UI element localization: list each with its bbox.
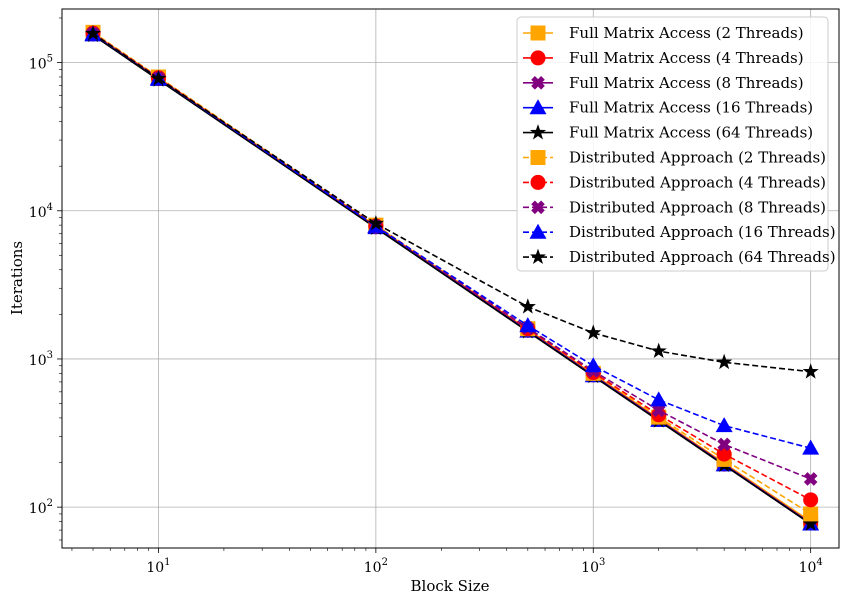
tick-label-exponent: 1 [164, 557, 170, 568]
data-point [802, 363, 819, 379]
tick-label-base: 10 [799, 560, 817, 576]
tick-label-exponent: 2 [382, 557, 388, 568]
data-point [802, 515, 819, 531]
legend-label: Full Matrix Access (8 Threads) [569, 74, 804, 92]
data-series [84, 24, 820, 531]
legend-label: Full Matrix Access (4 Threads) [569, 49, 804, 67]
x-tick-label: 101 [146, 557, 170, 576]
legend-entry: Full Matrix Access (2 Threads) [523, 24, 804, 42]
data-point [519, 298, 536, 314]
legend-marker [530, 50, 546, 66]
legend-marker [531, 76, 545, 90]
tick-label-base: 10 [581, 560, 599, 576]
tick-label-exponent: 4 [47, 202, 53, 213]
series-line [92, 33, 811, 449]
tick-label-exponent: 5 [47, 54, 53, 65]
data-point [650, 342, 667, 358]
y-axis-title: Iterations [8, 241, 26, 315]
legend-entry: Distributed Approach (8 Threads) [523, 198, 826, 216]
tick-label-base: 10 [146, 560, 164, 576]
legend-entry: Distributed Approach (4 Threads) [523, 173, 826, 191]
data-point [803, 506, 819, 522]
data-point [367, 215, 384, 231]
legend-entry: Full Matrix Access (16 Threads) [523, 99, 813, 117]
legend-label: Full Matrix Access (16 Threads) [569, 99, 813, 117]
legend-marker [530, 174, 546, 190]
legend-marker [529, 124, 547, 140]
series-10 [84, 25, 819, 379]
plot-frame [61, 8, 840, 549]
legend-entry: Distributed Approach (2 Threads) [523, 149, 826, 167]
series-line [92, 31, 812, 515]
y-tick-label: 105 [29, 54, 53, 73]
legend-entry: Full Matrix Access (8 Threads) [523, 74, 804, 92]
data-point [651, 403, 666, 418]
legend-label: Distributed Approach (2 Threads) [569, 149, 826, 167]
tick-label-exponent: 3 [47, 350, 53, 361]
data-point [803, 472, 818, 486]
data-point [802, 439, 820, 455]
legend-entry: Distributed Approach (16 Threads) [523, 223, 836, 241]
legend-marker [531, 200, 545, 215]
legend-label: Distributed Approach (8 Threads) [569, 198, 826, 216]
y-tick-label: 104 [29, 202, 53, 221]
data-point [585, 324, 602, 340]
legend-box [516, 16, 829, 272]
legend-entry: Full Matrix Access (64 Threads) [523, 124, 813, 142]
legend-marker [529, 223, 547, 239]
legend-entries: Full Matrix Access (2 Threads) Full Matri… [523, 24, 836, 266]
tick-label-exponent: 4 [816, 557, 822, 568]
data-point [650, 391, 668, 407]
legend-entry: Distributed Approach (64 Threads) [523, 248, 836, 266]
tick-label-base: 10 [29, 501, 47, 517]
series-line [92, 32, 811, 480]
tick-label-exponent: 3 [599, 557, 605, 568]
legend-label: Distributed Approach (4 Threads) [569, 173, 826, 191]
legend-marker [530, 25, 546, 41]
series-line [92, 32, 811, 373]
y-tick-label: 102 [29, 498, 53, 517]
legend: Full Matrix Access (2 Threads) Full Matri… [516, 16, 836, 272]
series-line [92, 34, 812, 525]
legend-label: Distributed Approach (64 Threads) [569, 248, 836, 266]
data-point [584, 357, 602, 373]
tick-label-base: 10 [29, 205, 47, 221]
data-point [715, 417, 733, 433]
x-axis-title: Block Size [411, 577, 490, 595]
legend-label: Full Matrix Access (64 Threads) [569, 124, 813, 142]
data-point [803, 492, 819, 508]
legend-marker [529, 248, 547, 264]
major-ticks [57, 62, 812, 553]
x-tick-label: 104 [799, 557, 823, 576]
legend-marker [529, 99, 547, 115]
legend-entry: Full Matrix Access (4 Threads) [523, 49, 804, 67]
data-point [150, 70, 167, 86]
x-tick-label: 103 [581, 557, 605, 576]
tick-label-exponent: 2 [47, 498, 53, 509]
tick-label-base: 10 [29, 57, 47, 73]
legend-label: Full Matrix Access (2 Threads) [569, 24, 804, 42]
tick-label-base: 10 [29, 353, 47, 369]
data-point [519, 317, 537, 333]
x-tick-label: 102 [364, 557, 388, 576]
legend-label: Distributed Approach (16 Threads) [569, 223, 836, 241]
data-point [716, 353, 733, 370]
data-point [717, 437, 731, 452]
y-tick-label: 103 [29, 350, 53, 369]
data-point [84, 25, 102, 41]
legend-marker [530, 150, 546, 165]
tick-label-base: 10 [364, 560, 382, 576]
x-tick-labels: 101 102 103 104 [146, 557, 822, 576]
